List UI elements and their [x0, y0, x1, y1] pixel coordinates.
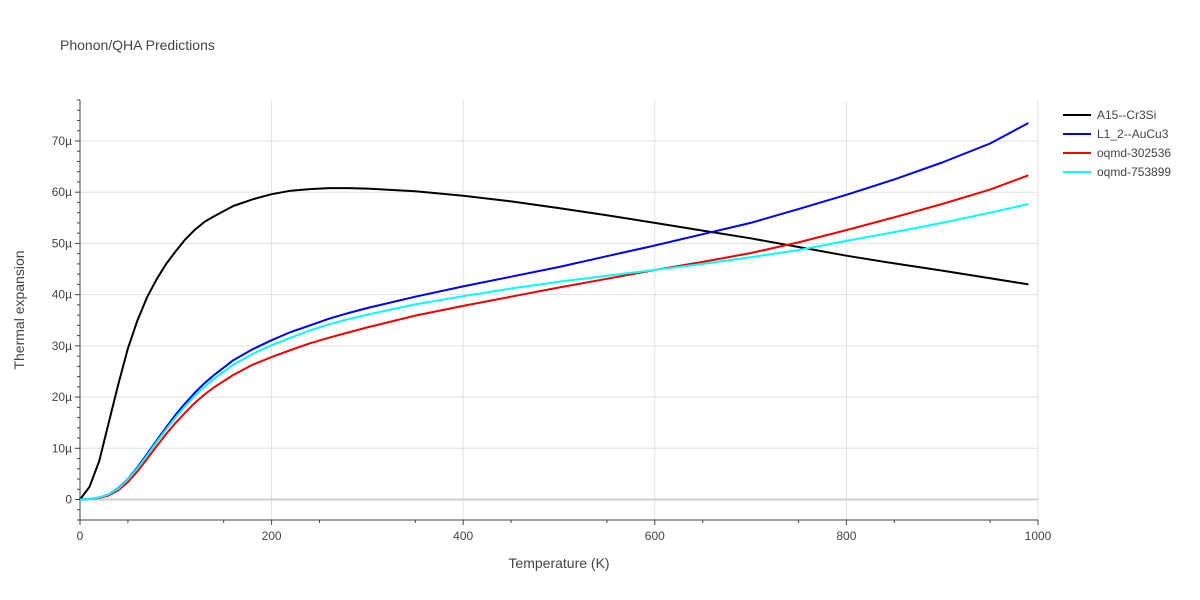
series-group: [79, 122, 1029, 501]
y-tick-label: 10µ: [52, 441, 72, 455]
y-tick-label: 40µ: [52, 288, 72, 302]
series-line-4: [79, 203, 1029, 501]
legend[interactable]: A15--Cr3Si L1_2--AuCu3 oqmd-302536 oqmd-753…: [1063, 108, 1171, 179]
x-tick-label: 1000: [1025, 529, 1052, 543]
series-line-1: [79, 187, 1029, 501]
x-axis-title: Temperature (K): [508, 555, 609, 571]
y-tick-label: 20µ: [52, 390, 72, 404]
y-tick-label: 70µ: [52, 134, 72, 148]
x-tick-label: 600: [645, 529, 665, 543]
legend-label: A15--Cr3Si: [1097, 108, 1156, 122]
legend-label: oqmd-302536: [1097, 146, 1171, 160]
y-tick-label: 60µ: [52, 185, 72, 199]
grid: [80, 100, 1039, 520]
x-tick-label: 800: [836, 529, 856, 543]
chart-title: Phonon/QHA Predictions: [60, 37, 215, 53]
legend-label: oqmd-753899: [1097, 165, 1171, 179]
y-tick-label: 50µ: [52, 236, 72, 250]
series-line-2: [79, 122, 1029, 501]
y-axis-title: Thermal expansion: [11, 250, 27, 369]
series-line-3: [79, 174, 1029, 501]
x-tick-label: 0: [77, 529, 84, 543]
x-tick-label: 200: [262, 529, 282, 543]
legend-label: L1_2--AuCu3: [1097, 127, 1169, 141]
y-tick-label: 30µ: [52, 339, 72, 353]
x-tick-label: 400: [453, 529, 473, 543]
y-tick-label: 0: [65, 493, 72, 507]
axes: 0 200 400 600 800 1000 0 10µ 20µ 30µ 40µ 50µ 60µ 70µ: [52, 99, 1052, 543]
